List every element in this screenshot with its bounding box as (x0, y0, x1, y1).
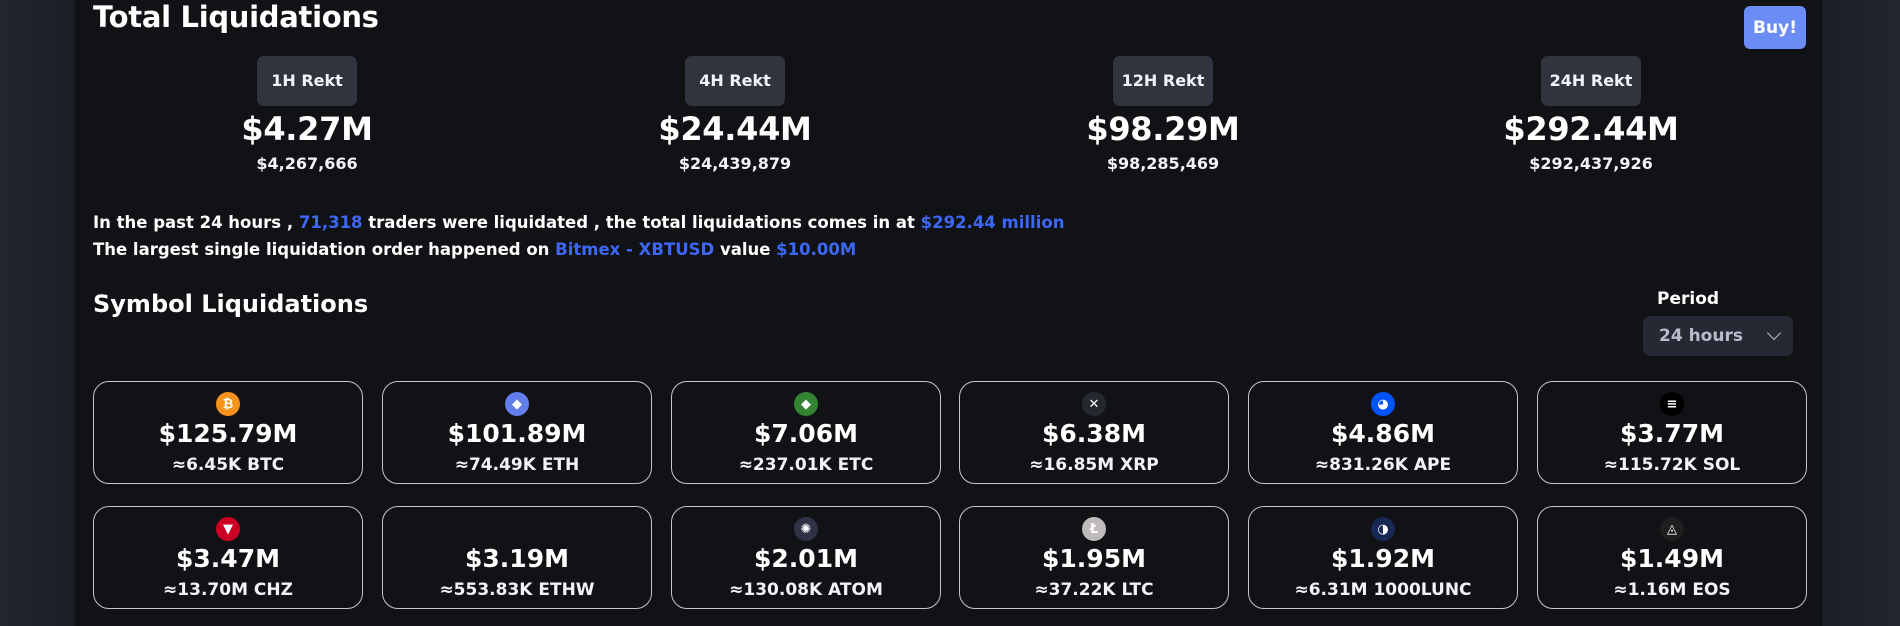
chevron-down-icon (1766, 325, 1782, 341)
symbol-value: $1.49M (1620, 544, 1724, 573)
summary-text: The largest single liquidation order hap… (93, 240, 550, 259)
ape-icon: ◕ (1371, 392, 1395, 416)
symbol-card-atom[interactable]: ✺ $2.01M ≈130.08K ATOM (671, 506, 941, 609)
period-label: Period (1657, 289, 1720, 309)
symbol-value: $6.38M (1042, 419, 1146, 448)
symbol-card-chz[interactable]: ▼ $3.47M ≈13.70M CHZ (93, 506, 363, 609)
symbol-amount: ≈6.31M 1000LUNC (1294, 580, 1472, 600)
symbol-amount: ≈13.70M CHZ (163, 580, 293, 600)
symbol-amount: ≈1.16M EOS (1613, 580, 1731, 600)
rekt-24h-value: $292.44M (1503, 110, 1679, 148)
rekt-4h-exact: $24,439,879 (678, 154, 792, 173)
symbol-amount: ≈831.26K APE (1314, 455, 1452, 475)
rekt-4h: 4H Rekt $24.44M $24,439,879 (521, 56, 949, 173)
left-gutter (0, 0, 75, 626)
section-title: Symbol Liquidations (93, 290, 369, 318)
symbol-amount: ≈37.22K LTC (1034, 580, 1154, 600)
rekt-12h-tab[interactable]: 12H Rekt (1113, 56, 1213, 106)
symbol-amount: ≈130.08K ATOM (729, 580, 883, 600)
symbol-value: $125.79M (158, 419, 298, 448)
rekt-1h-exact: $4,267,666 (256, 154, 358, 173)
symbol-card-etc[interactable]: ◆ $7.06M ≈237.01K ETC (671, 381, 941, 484)
summary-line-2: The largest single liquidation order hap… (93, 236, 1064, 263)
ethw-icon (505, 517, 529, 541)
symbol-amount: ≈74.49K ETH (454, 455, 580, 475)
ltc-icon: Ł (1082, 517, 1106, 541)
symbol-amount: ≈16.85M XRP (1029, 455, 1159, 475)
sol-icon: ≡ (1660, 392, 1684, 416)
symbol-amount: ≈115.72K SOL (1603, 455, 1741, 475)
liquidation-summary: In the past 24 hours , 71,318 traders we… (93, 209, 1064, 263)
symbol-card-ethw[interactable]: $3.19M ≈553.83K ETHW (382, 506, 652, 609)
symbol-card-eth[interactable]: ◆ $101.89M ≈74.49K ETH (382, 381, 652, 484)
rekt-4h-value: $24.44M (658, 110, 812, 148)
summary-text: value (719, 240, 771, 259)
traders-count: 71,318 (298, 213, 363, 232)
rekt-1h-value: $4.27M (241, 110, 373, 148)
chz-icon: ▼ (216, 517, 240, 541)
rekt-12h-exact: $98,285,469 (1106, 154, 1220, 173)
symbol-value: $3.19M (465, 544, 569, 573)
symbol-card-btc[interactable]: ₿ $125.79M ≈6.45K BTC (93, 381, 363, 484)
total-liquidations: $292.44 million (920, 213, 1065, 232)
eth-icon: ◆ (505, 392, 529, 416)
lunc-icon: ◑ (1371, 517, 1395, 541)
rekt-24h-exact: $292,437,926 (1529, 154, 1653, 173)
symbol-value: $7.06M (754, 419, 858, 448)
content-panel (75, 0, 1822, 626)
symbol-value: $1.95M (1042, 544, 1146, 573)
symbol-amount: ≈6.45K BTC (171, 455, 285, 475)
eos-icon: ◬ (1660, 517, 1684, 541)
symbol-value: $3.77M (1620, 419, 1724, 448)
rekt-24h-tab[interactable]: 24H Rekt (1541, 56, 1641, 106)
symbol-value: $3.47M (176, 544, 280, 573)
symbol-value: $101.89M (447, 419, 587, 448)
exchange-link[interactable]: Bitmex - XBTUSD (555, 240, 715, 259)
etc-icon: ◆ (794, 392, 818, 416)
xrp-icon: ✕ (1082, 392, 1106, 416)
symbol-card-eos[interactable]: ◬ $1.49M ≈1.16M EOS (1537, 506, 1807, 609)
rekt-summary: 1H Rekt $4.27M $4,267,666 4H Rekt $24.44… (93, 56, 1805, 186)
largest-order-value: $10.00M (776, 240, 857, 259)
summary-text: traders were liquidated , the total liqu… (368, 213, 915, 232)
symbol-value: $1.92M (1331, 544, 1435, 573)
symbol-card-sol[interactable]: ≡ $3.77M ≈115.72K SOL (1537, 381, 1807, 484)
symbol-amount: ≈553.83K ETHW (439, 580, 595, 600)
period-select[interactable]: 24 hours (1643, 316, 1793, 356)
atom-icon: ✺ (794, 517, 818, 541)
buy-button[interactable]: Buy! (1744, 6, 1806, 49)
rekt-24h: 24H Rekt $292.44M $292,437,926 (1377, 56, 1805, 173)
period-value: 24 hours (1659, 326, 1743, 346)
symbol-card-xrp[interactable]: ✕ $6.38M ≈16.85M XRP (959, 381, 1229, 484)
rekt-1h-tab[interactable]: 1H Rekt (257, 56, 357, 106)
btc-icon: ₿ (216, 392, 240, 416)
rekt-4h-tab[interactable]: 4H Rekt (685, 56, 785, 106)
right-gutter (1822, 0, 1900, 626)
summary-line-1: In the past 24 hours , 71,318 traders we… (93, 209, 1064, 236)
summary-text: In the past 24 hours , (93, 213, 294, 232)
symbol-value: $4.86M (1331, 419, 1435, 448)
rekt-1h: 1H Rekt $4.27M $4,267,666 (93, 56, 521, 173)
symbol-value: $2.01M (754, 544, 858, 573)
rekt-12h-value: $98.29M (1086, 110, 1240, 148)
rekt-12h: 12H Rekt $98.29M $98,285,469 (949, 56, 1377, 173)
symbol-amount: ≈237.01K ETC (738, 455, 874, 475)
symbol-card-lunc[interactable]: ◑ $1.92M ≈6.31M 1000LUNC (1248, 506, 1518, 609)
symbol-card-ltc[interactable]: Ł $1.95M ≈37.22K LTC (959, 506, 1229, 609)
page-title: Total Liquidations (93, 0, 379, 34)
symbol-card-ape[interactable]: ◕ $4.86M ≈831.26K APE (1248, 381, 1518, 484)
